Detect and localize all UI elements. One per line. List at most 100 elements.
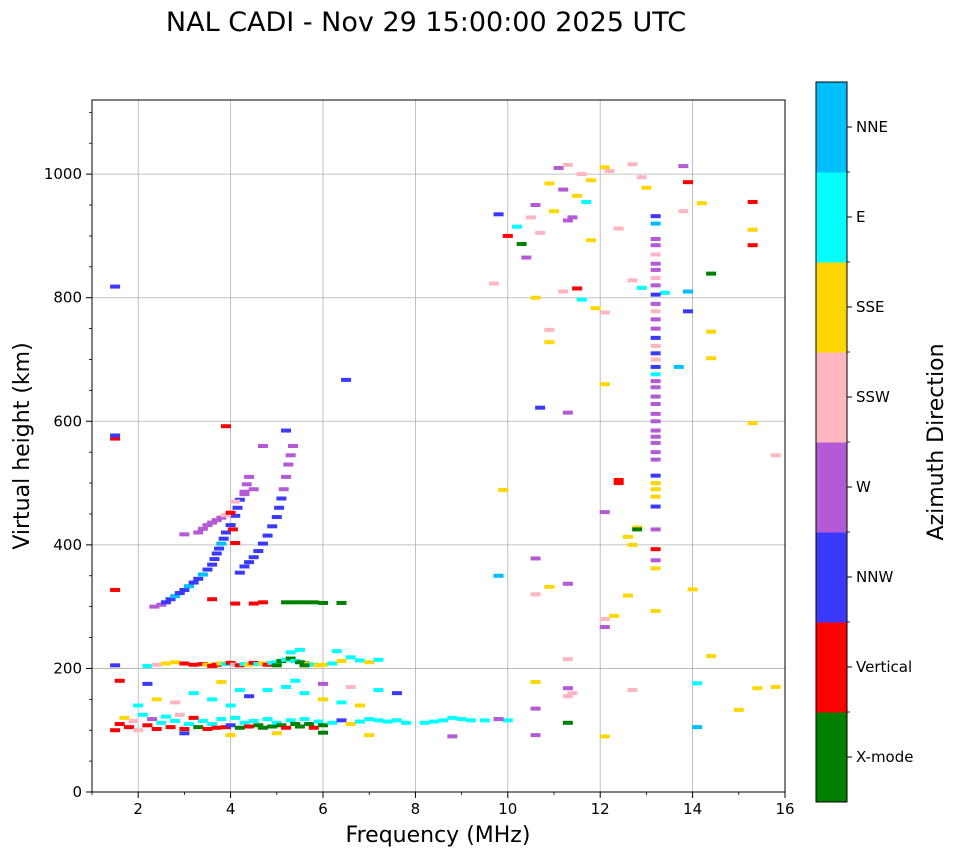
y-tick-label: 800: [53, 289, 82, 307]
echo-point: [283, 462, 294, 467]
echo-point: [114, 678, 125, 683]
x-tick-label: 2: [133, 800, 143, 818]
echo-point: [364, 717, 375, 722]
echo-point: [142, 681, 153, 686]
echo-point: [225, 703, 236, 708]
x-tick-label: 10: [498, 800, 517, 818]
echo-point: [336, 700, 347, 705]
echo-point: [401, 720, 412, 725]
echo-point: [271, 663, 282, 668]
echo-point: [225, 733, 236, 738]
x-tick-label: 6: [318, 800, 328, 818]
echo-point: [336, 718, 347, 723]
axis-ticks: 2 4 6 8 10 12 14 16 0 200 400 600 800 1000: [44, 111, 795, 818]
echo-point: [151, 697, 162, 702]
echo-point: [682, 180, 693, 185]
echo-point: [650, 267, 661, 272]
echo-point: [512, 224, 523, 229]
colorbar-label: SSE: [856, 298, 885, 316]
echo-point: [706, 329, 717, 334]
y-tick-label: 1000: [44, 165, 82, 183]
echo-point: [747, 243, 758, 248]
echo-point: [650, 261, 661, 266]
echo-point: [650, 504, 661, 509]
x-tick-label: 16: [775, 800, 794, 818]
echo-point: [747, 227, 758, 232]
colorbar-label: NNW: [856, 568, 893, 586]
echo-point: [267, 724, 278, 729]
echo-point: [197, 526, 208, 531]
echo-point: [114, 722, 125, 727]
echo-point: [207, 597, 218, 602]
colorbar-swatch: [816, 532, 847, 623]
echo-point: [516, 241, 527, 246]
x-tick-label: 8: [411, 800, 421, 818]
echo-point: [650, 372, 661, 377]
echo-point: [650, 292, 661, 297]
echo-point: [165, 597, 176, 602]
echo-point: [562, 162, 573, 167]
echo-point: [262, 688, 273, 693]
echo-points: [110, 162, 781, 739]
echo-point: [373, 688, 384, 693]
echo-point: [299, 663, 310, 668]
echo-point: [562, 410, 573, 415]
echo-point: [650, 566, 661, 571]
echo-point: [218, 536, 229, 541]
echo-point: [641, 185, 652, 190]
echo-point: [650, 494, 661, 499]
echo-point: [170, 660, 181, 665]
echo-point: [650, 309, 661, 314]
echo-point: [650, 527, 661, 532]
echo-point: [627, 162, 638, 167]
echo-point: [530, 733, 541, 738]
echo-point: [281, 684, 292, 689]
echo-point: [599, 310, 610, 315]
echo-point: [179, 532, 190, 537]
echo-point: [331, 649, 342, 654]
echo-point: [562, 218, 573, 223]
echo-point: [220, 530, 231, 535]
echo-point: [299, 691, 310, 696]
echo-point: [438, 718, 449, 723]
echo-point: [207, 562, 218, 567]
echo-point: [281, 600, 292, 605]
echo-point: [535, 230, 546, 235]
echo-point: [170, 718, 181, 723]
echo-point: [447, 715, 458, 720]
echo-point: [572, 193, 583, 198]
echo-point: [567, 215, 578, 220]
echo-point: [530, 556, 541, 561]
echo-point: [706, 356, 717, 361]
echo-point: [627, 542, 638, 547]
echo-point: [650, 326, 661, 331]
echo-point: [391, 718, 402, 723]
echo-point: [230, 513, 241, 518]
echo-point: [650, 317, 661, 322]
echo-point: [244, 474, 255, 479]
echo-point: [650, 394, 661, 399]
echo-point: [599, 382, 610, 387]
echo-point: [650, 547, 661, 552]
echo-point: [493, 212, 504, 217]
echo-point: [271, 720, 282, 725]
echo-point: [650, 440, 661, 445]
echo-point: [562, 657, 573, 662]
echo-point: [234, 725, 245, 730]
echo-point: [650, 364, 661, 369]
echo-point: [553, 165, 564, 170]
colorbar: X-mode Vertical NNW W SSW SSE E NNE: [815, 81, 913, 803]
echo-point: [207, 520, 218, 525]
echo-point: [590, 306, 601, 311]
echo-point: [281, 428, 292, 433]
echo-point: [271, 515, 282, 520]
echo-point: [230, 715, 241, 720]
echo-point: [188, 715, 199, 720]
echo-point: [110, 433, 121, 438]
echo-point: [544, 340, 555, 345]
echo-point: [147, 717, 158, 722]
echo-point: [290, 722, 301, 727]
echo-point: [354, 719, 365, 724]
y-axis-label: Virtual height (km): [10, 342, 35, 549]
